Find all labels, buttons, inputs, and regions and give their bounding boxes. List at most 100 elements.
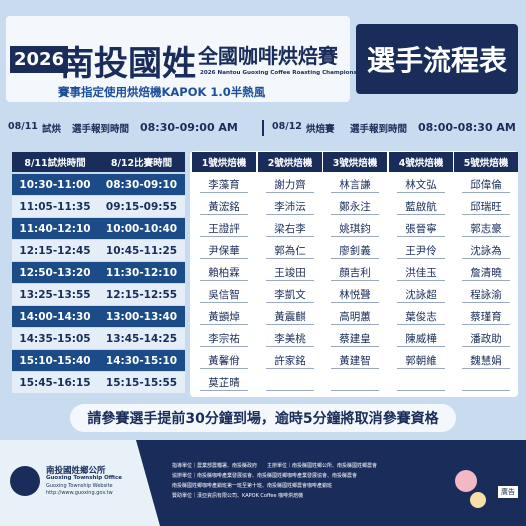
column-header: 4號烘焙機 xyxy=(389,152,453,172)
name-cell: 葉俊志 xyxy=(405,311,437,323)
name-underline xyxy=(266,368,314,369)
name-cell: 鄭永注 xyxy=(339,201,371,213)
name-underline xyxy=(397,236,445,237)
name-cell: 林悦聲 xyxy=(339,289,371,301)
name-underline xyxy=(266,324,314,325)
name-cell: 尹保華 xyxy=(208,245,240,257)
name-cell: 李凱文 xyxy=(274,289,306,301)
name-underline xyxy=(331,192,379,193)
name-cell: 魏慧娟 xyxy=(470,355,502,367)
name-cell: 沈詠超 xyxy=(405,289,437,301)
time-cell: 09:15-09:55 xyxy=(105,200,178,213)
name-underline xyxy=(200,324,248,325)
name-underline xyxy=(200,236,248,237)
time-row-bg xyxy=(12,306,185,327)
name-underline xyxy=(266,280,314,281)
name-underline xyxy=(462,390,510,391)
time-cell: 10:30-11:00 xyxy=(19,178,91,191)
time-row-bg xyxy=(12,174,185,195)
time-cell: 11:30-12:10 xyxy=(105,266,178,279)
checkin-time: 08:00-08:30 AM xyxy=(418,121,516,134)
name-underline xyxy=(331,236,379,237)
name-cell: 賴柏霖 xyxy=(208,267,240,279)
name-cell: 吳信智 xyxy=(208,289,240,301)
checkin-label: 選手報到時間 xyxy=(350,124,408,135)
time-row-bg xyxy=(12,240,185,261)
name-cell: 洪佳玉 xyxy=(405,267,437,279)
name-underline xyxy=(200,280,248,281)
name-cell: 沈詠為 xyxy=(470,245,502,257)
event-en: 2026 Nantou Guoxing Coffee Roasting Cham… xyxy=(200,70,367,76)
name-cell: 李沛沄 xyxy=(274,201,306,213)
name-underline xyxy=(462,346,510,347)
time-cell: 10:45-11:25 xyxy=(105,244,178,257)
time-row-bg xyxy=(12,196,185,217)
name-cell: 高明蕙 xyxy=(339,311,371,323)
credit-line: 協辦單位｜南投縣咖啡產業發展協會、南投縣國姓鄉咖啡產業發展協會、南投縣農會 xyxy=(172,473,358,479)
name-cell: 莫芷晴 xyxy=(208,377,240,389)
name-cell: 姚琪鈞 xyxy=(339,223,371,235)
name-underline xyxy=(266,236,314,237)
credit-line: 指導單位｜農業部農糧署、南投縣政府 主辦單位｜南投縣國姓鄉公所、南投縣國姓鄉農會 xyxy=(172,463,378,469)
separator xyxy=(262,120,264,136)
checkin-date: 08/12 xyxy=(272,121,302,132)
name-cell: 郭志豪 xyxy=(470,223,502,235)
time-row-bg xyxy=(12,328,185,349)
name-underline xyxy=(200,214,248,215)
name-cell: 邱偉倫 xyxy=(470,179,502,191)
name-underline xyxy=(266,302,314,303)
name-underline xyxy=(200,302,248,303)
name-cell: 林文弘 xyxy=(405,179,437,191)
flower xyxy=(455,470,477,492)
name-underline xyxy=(266,390,314,391)
name-cell: 王尹伶 xyxy=(405,245,437,257)
name-cell: 蔡瑾育 xyxy=(470,311,502,323)
title: 南投國姓 xyxy=(60,44,196,84)
time-cell: 11:05-11:35 xyxy=(19,200,91,213)
name-cell: 李美桃 xyxy=(274,333,306,345)
name-cell: 顏吉利 xyxy=(339,267,371,279)
time-cell: 15:45-16:15 xyxy=(19,376,91,389)
name-cell: 黃建智 xyxy=(339,355,371,367)
name-cell: 李宗祐 xyxy=(208,333,240,345)
name-cell: 黃顗焯 xyxy=(208,311,240,323)
time-cell: 12:15-12:45 xyxy=(19,244,91,257)
name-underline xyxy=(331,280,379,281)
name-underline xyxy=(462,192,510,193)
name-underline xyxy=(331,214,379,215)
name-underline xyxy=(397,214,445,215)
name-cell: 廖釗義 xyxy=(339,245,371,257)
name-cell: 許家銘 xyxy=(274,355,306,367)
name-underline xyxy=(397,390,445,391)
time-cell: 13:45-14:25 xyxy=(105,332,178,345)
name-cell: 蔡建皇 xyxy=(339,333,371,345)
name-cell: 王證評 xyxy=(208,223,240,235)
name-underline xyxy=(397,346,445,347)
name-underline xyxy=(200,192,248,193)
name-underline xyxy=(331,368,379,369)
time-row-bg xyxy=(12,262,185,283)
time-cell: 12:50-13:20 xyxy=(19,266,91,279)
column-header: 2號烘焙機 xyxy=(258,152,322,172)
ad-label: 廣告 xyxy=(498,486,518,498)
credit-line: 南投縣國姓鄉咖啡產銷班第一班至第十班、南投縣國姓鄉農會咖啡產銷班 xyxy=(172,483,333,489)
name-underline xyxy=(462,302,510,303)
name-underline xyxy=(266,214,314,215)
name-underline xyxy=(200,368,248,369)
notice: 請參賽選手提前30分鐘到場，逾時5分鐘將取消參賽資格 xyxy=(70,404,456,432)
credit-line: 贊助單位｜漢亞資訊有限公司、KAPOK Coffee 咖啡烘焙機 xyxy=(172,493,304,499)
subtitle: 賽事指定使用烘焙機KAPOK 1.0半熱風 xyxy=(58,85,266,99)
time-cell: 15:10-15:40 xyxy=(19,354,91,367)
name-cell: 林言謙 xyxy=(339,179,371,191)
name-underline xyxy=(462,258,510,259)
name-cell: 邱瑞旺 xyxy=(470,201,502,213)
time-cell: 14:35-15:05 xyxy=(19,332,91,345)
name-cell: 黃浤銘 xyxy=(208,201,240,213)
name-underline xyxy=(462,214,510,215)
badge: 選手流程表 xyxy=(356,24,518,94)
name-cell: 張晉寧 xyxy=(405,223,437,235)
name-underline xyxy=(462,236,510,237)
checkin-session: 試烘 xyxy=(42,124,62,135)
time-row-bg xyxy=(12,218,185,239)
time-cell: 15:15-15:55 xyxy=(105,376,178,389)
